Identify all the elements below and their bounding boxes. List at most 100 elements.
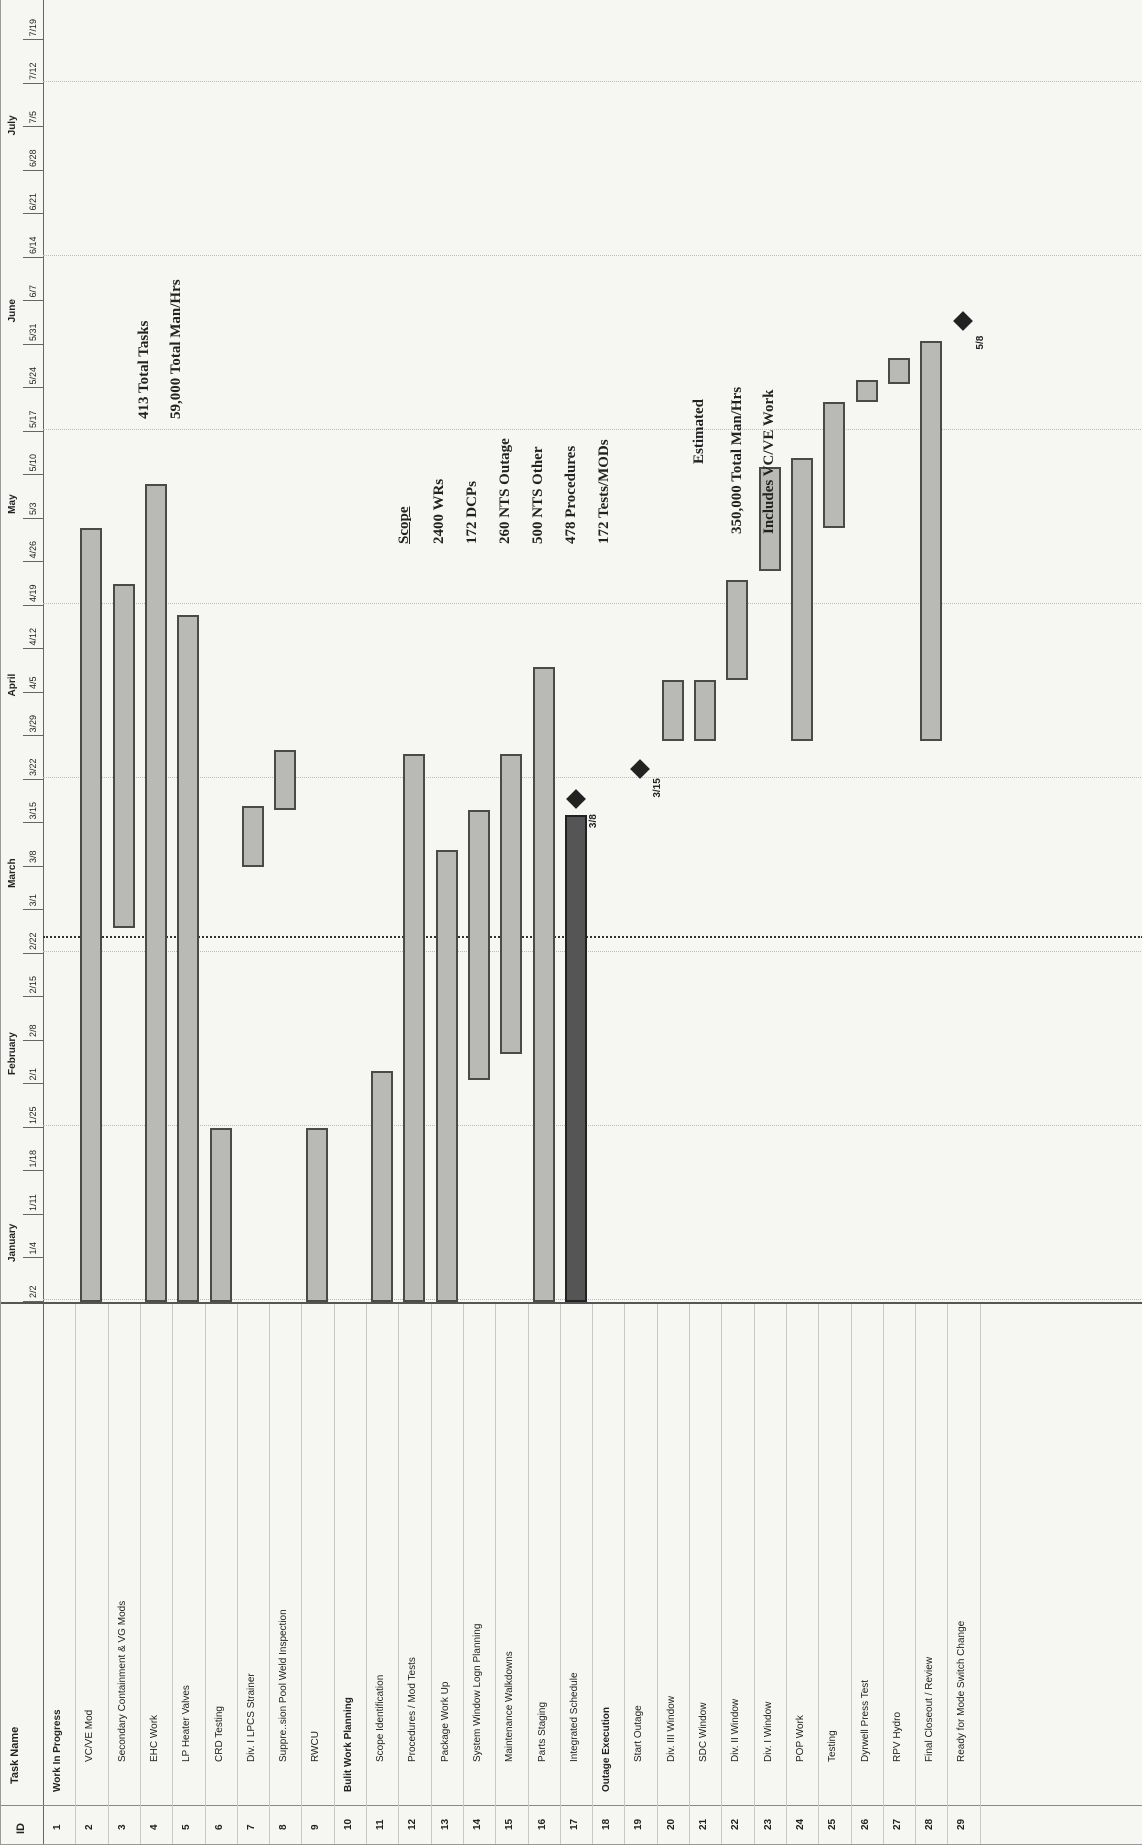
task-name: LP Heater Valves xyxy=(181,1685,193,1762)
table-row xyxy=(850,1304,852,1844)
table-row xyxy=(333,1304,335,1844)
week-label: 3/15 xyxy=(28,801,38,820)
task-id: 18 xyxy=(601,1818,613,1830)
week-label: 6/7 xyxy=(28,284,38,298)
week-divider xyxy=(23,83,43,84)
task-bar xyxy=(532,666,555,1302)
table-row xyxy=(979,1304,981,1844)
task-name: VC/VE Mod xyxy=(84,1709,96,1762)
week-label: 2/15 xyxy=(28,975,38,994)
table-row xyxy=(172,1304,174,1844)
week-divider xyxy=(23,822,43,824)
task-name: Dyrwell Press Test xyxy=(859,1679,871,1762)
scope-item: 260 NTS Outage xyxy=(497,438,513,544)
task-bar xyxy=(80,527,103,1302)
table-row xyxy=(753,1304,755,1844)
task-name: Parts Staging xyxy=(536,1701,548,1762)
task-bar xyxy=(403,753,426,1302)
week-divider xyxy=(23,344,43,345)
week-label: 4/12 xyxy=(28,627,38,646)
table-row xyxy=(785,1304,787,1844)
week-label: 4/26 xyxy=(28,540,38,559)
task-bar xyxy=(177,614,200,1302)
task-id: 15 xyxy=(504,1818,516,1830)
task-id: 7 xyxy=(245,1824,257,1830)
task-bar xyxy=(144,484,167,1302)
milestone-marker xyxy=(953,310,974,331)
week-label: 5/31 xyxy=(28,323,38,341)
milestone-marker xyxy=(630,758,651,779)
scope-title: Scope xyxy=(396,506,412,545)
week-divider xyxy=(23,953,43,954)
week-divider xyxy=(23,1214,43,1215)
week-label: 1/18 xyxy=(28,1149,38,1168)
week-divider xyxy=(23,300,43,302)
table-row xyxy=(656,1304,658,1844)
week-label: 4/19 xyxy=(28,584,38,602)
estimated-title: Estimated xyxy=(691,399,707,464)
task-id: 19 xyxy=(633,1818,645,1830)
task-id: 2 xyxy=(84,1824,96,1830)
scope-item: 500 NTS Other xyxy=(530,446,546,545)
grid-line xyxy=(43,255,1142,256)
scope-item: 172 Tests/MODs xyxy=(596,439,612,544)
task-bar xyxy=(467,810,490,1081)
task-bar xyxy=(726,579,749,680)
task-name: Maintenance Walkdowns xyxy=(504,1651,516,1762)
status-date-line xyxy=(43,935,1142,938)
task-bar xyxy=(274,749,297,811)
week-divider xyxy=(23,648,43,650)
table-row xyxy=(75,1304,77,1844)
table-row xyxy=(947,1304,949,1844)
grid-line xyxy=(43,777,1142,778)
task-id: 20 xyxy=(665,1818,677,1830)
week-label: 7/5 xyxy=(28,110,38,124)
task-id: 17 xyxy=(568,1818,580,1830)
task-name: Secondary Containment & VG Mods xyxy=(116,1600,128,1762)
task-name: RWCU xyxy=(310,1731,322,1762)
task-bar xyxy=(920,340,943,741)
table-row xyxy=(721,1304,723,1844)
task-name: Package Work Up xyxy=(439,1681,451,1762)
week-divider xyxy=(23,1127,43,1128)
scope-item: 478 Procedures xyxy=(563,445,579,544)
task-name: Suppre..sion Pool Weld Inspection xyxy=(278,1609,290,1762)
table-row xyxy=(915,1304,917,1844)
task-name: Start Outage xyxy=(633,1705,645,1762)
table-row xyxy=(430,1304,432,1844)
grid-line xyxy=(43,429,1142,430)
week-label: 3/1 xyxy=(28,893,38,907)
week-divider xyxy=(23,866,43,867)
task-id: 3 xyxy=(116,1824,128,1830)
week-label: 5/3 xyxy=(28,502,38,515)
month-label: March xyxy=(7,858,18,888)
task-bar xyxy=(790,458,813,741)
table-row xyxy=(624,1304,626,1844)
month-label: January xyxy=(7,1223,18,1262)
milestone-date: 3/8 xyxy=(587,814,599,829)
task-name: POP Work xyxy=(794,1715,806,1762)
table-row xyxy=(301,1304,303,1844)
task-bar xyxy=(855,379,878,402)
task-bar xyxy=(435,849,458,1302)
task-name: Final Closeout / Review xyxy=(924,1656,936,1762)
week-label: 3/29 xyxy=(28,714,38,733)
task-bar xyxy=(306,1128,329,1302)
table-row xyxy=(236,1304,238,1844)
estimated-includes: Includes VC/VE Work xyxy=(761,389,777,535)
table-row xyxy=(204,1304,206,1844)
task-bar xyxy=(112,584,135,928)
week-label: 5/24 xyxy=(28,366,38,385)
scope-item: 172 DCPs xyxy=(464,481,480,544)
week-divider xyxy=(23,126,43,128)
table-row xyxy=(818,1304,820,1844)
task-id: 16 xyxy=(536,1818,548,1830)
week-label: 4/5 xyxy=(28,676,38,689)
task-bar xyxy=(823,401,846,528)
week-divider xyxy=(23,257,43,258)
task-id: 28 xyxy=(924,1818,936,1830)
task-id: 10 xyxy=(342,1818,354,1830)
week-divider xyxy=(23,213,43,215)
week-label: 1/25 xyxy=(28,1106,38,1124)
week-label: 6/28 xyxy=(28,149,38,167)
